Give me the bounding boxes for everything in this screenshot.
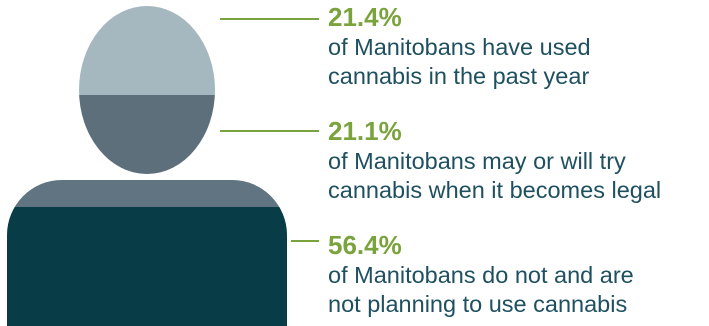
stat-description-line-2: cannabis when it becomes legal bbox=[328, 177, 662, 203]
body-segment-may-try bbox=[7, 180, 287, 208]
stat-description-line-1: of Manitobans may or will try bbox=[328, 148, 626, 174]
stat-description-line-2: cannabis in the past year bbox=[328, 63, 590, 89]
stat-percent: 21.1% bbox=[328, 116, 402, 146]
head-segment-may-try bbox=[79, 95, 215, 174]
stat-not-planning: 56.4% of Manitobans do not and are not p… bbox=[328, 231, 634, 319]
body-segment-not-planning bbox=[7, 207, 287, 326]
stat-description-line-2: not planning to use cannabis bbox=[328, 291, 628, 317]
stat-description-line-1: of Manitobans do not and are bbox=[328, 262, 634, 288]
stat-percent: 21.4% bbox=[328, 2, 402, 32]
stat-may-try: 21.1% of Manitobans may or will try cann… bbox=[328, 117, 661, 205]
stat-past-year: 21.4% of Manitobans have used cannabis i… bbox=[328, 3, 591, 91]
stat-description-line-1: of Manitobans have used bbox=[328, 34, 591, 60]
head-segment-past-year bbox=[79, 6, 215, 95]
stat-percent: 56.4% bbox=[328, 230, 402, 260]
